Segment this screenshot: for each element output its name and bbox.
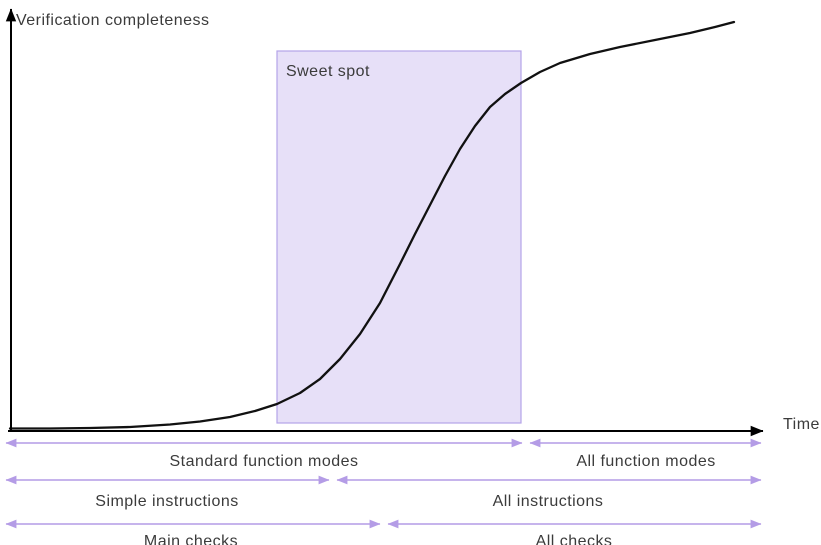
range-label-simple-instructions: Simple instructions [95,493,238,510]
range-label-all-checks: All checks [536,533,613,545]
range-label-main-checks: Main checks [144,533,238,545]
s-curve [8,20,736,430]
range-label-all-function-modes: All function modes [576,453,715,470]
range-label-standard-function-modes: Standard function modes [170,453,359,470]
sweet-spot-region [276,50,522,424]
range-label-all-instructions: All instructions [493,493,604,510]
y-axis-label: Verification completeness [16,12,209,29]
x-axis-label: Time [783,416,820,433]
sweet-spot-label: Sweet spot [286,63,370,80]
